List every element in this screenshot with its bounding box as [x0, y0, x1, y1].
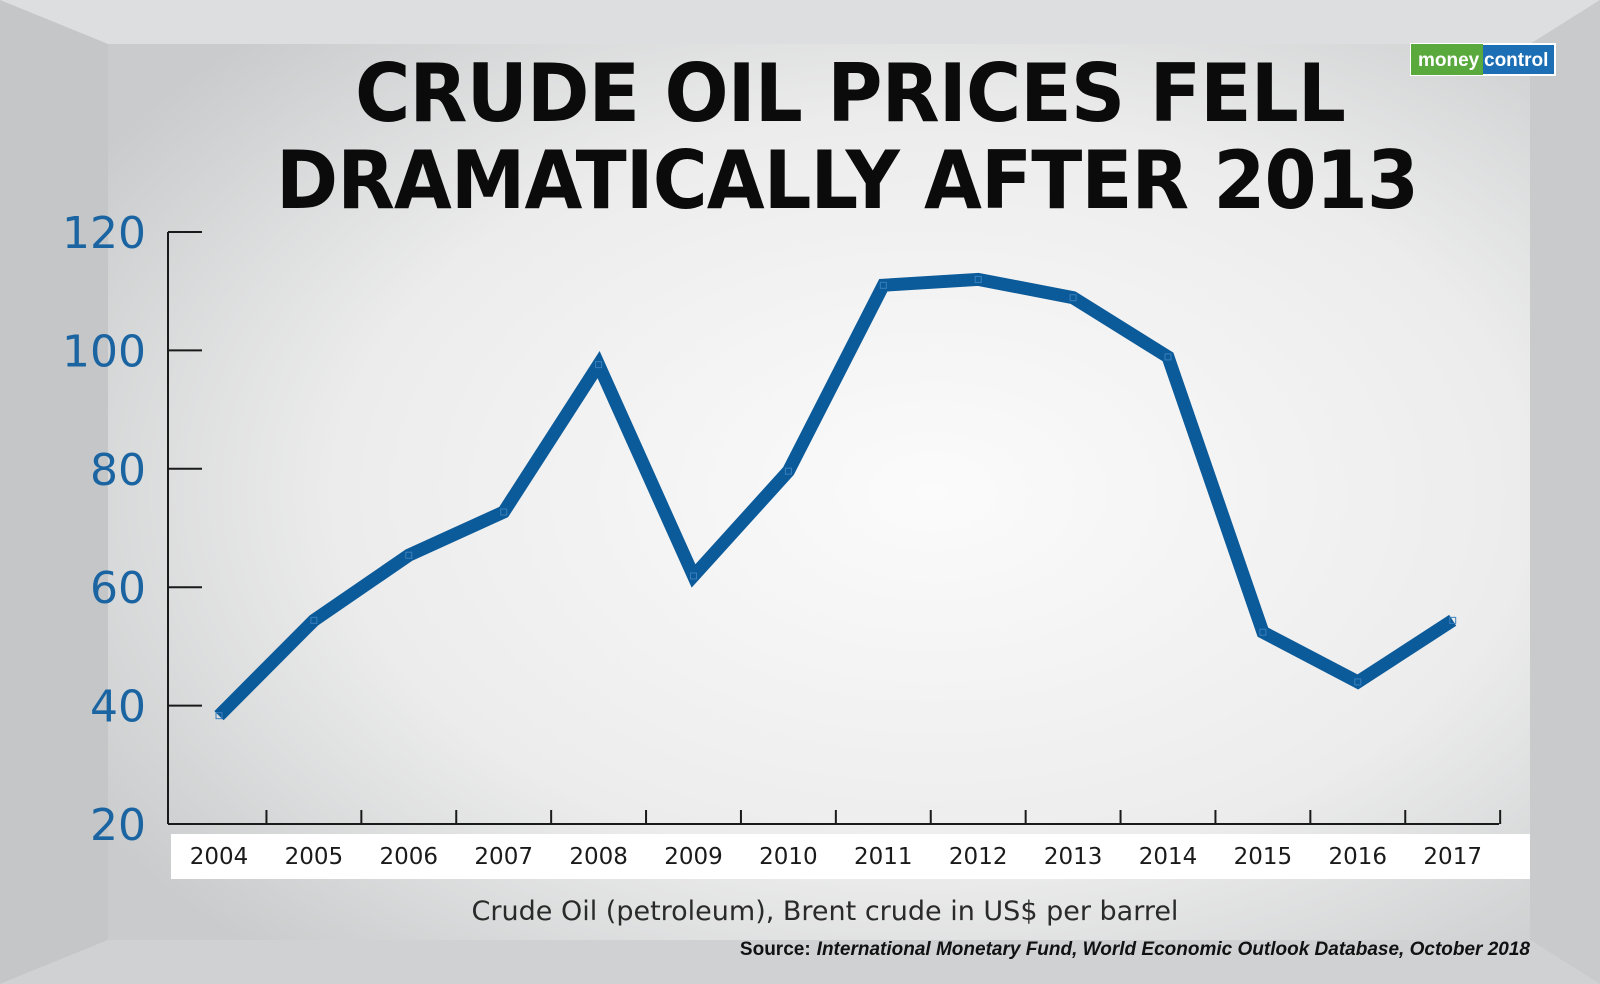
data-point — [1354, 678, 1362, 686]
x-axis-band — [171, 834, 1530, 879]
data-point — [1069, 294, 1077, 302]
x-tick-label: 2010 — [759, 844, 818, 870]
x-axis-ticks: 2004 2005 2006 2007 2008 2009 2010 2011 2012 2013… — [190, 810, 1502, 870]
plot-background — [108, 44, 1530, 940]
y-tick-label: 100 — [62, 326, 146, 377]
x-tick-label: 2008 — [569, 844, 628, 870]
data-point — [310, 616, 318, 624]
y-tick-label: 120 — [62, 208, 146, 259]
x-tick-label: 2011 — [854, 844, 913, 870]
data-point — [215, 712, 223, 720]
x-tick-label: 2006 — [380, 844, 439, 870]
x-tick-label: 2005 — [285, 844, 344, 870]
data-point — [1449, 616, 1457, 624]
y-tick-label: 20 — [90, 800, 146, 851]
x-axis-title: Crude Oil (petroleum), Brent crude in US… — [472, 896, 1179, 927]
source-note: Source: International Monetary Fund, Worl… — [740, 939, 1531, 960]
x-tick-label: 2013 — [1044, 844, 1103, 870]
x-tick-label: 2007 — [474, 844, 533, 870]
data-point — [879, 281, 887, 289]
y-tick-label: 40 — [90, 682, 146, 733]
y-axis-ticks: 20 40 60 80 100 120 — [62, 208, 202, 851]
source-text: International Monetary Fund, World Econo… — [817, 939, 1531, 960]
data-point — [500, 508, 508, 516]
x-tick-label: 2012 — [949, 844, 1008, 870]
data-point — [1259, 628, 1267, 636]
data-point — [784, 467, 792, 475]
x-tick-label: 2016 — [1329, 844, 1388, 870]
data-point — [974, 275, 982, 283]
x-tick-label: 2009 — [664, 844, 723, 870]
y-tick-label: 80 — [90, 445, 146, 496]
chart-title-line1: CRUDE OIL PRICES FELL — [355, 47, 1345, 140]
x-tick-label: 2004 — [190, 844, 249, 870]
data-point — [405, 551, 413, 559]
y-tick-label: 60 — [90, 563, 146, 614]
data-point — [1164, 353, 1172, 361]
moneycontrol-logo: money control — [1410, 43, 1556, 76]
data-point — [690, 572, 697, 580]
x-tick-label: 2017 — [1423, 844, 1482, 870]
series-group — [214, 272, 1457, 721]
chart-title-line2: DRAMATICALLY AFTER 2013 — [276, 134, 1418, 227]
data-point — [595, 361, 603, 369]
series-line — [214, 272, 1457, 721]
logo-text-money: money — [1418, 50, 1480, 71]
source-label: Source: — [740, 939, 811, 960]
x-tick-label: 2014 — [1139, 844, 1198, 870]
x-tick-label: 2015 — [1234, 844, 1293, 870]
logo-text-control: control — [1484, 50, 1548, 71]
